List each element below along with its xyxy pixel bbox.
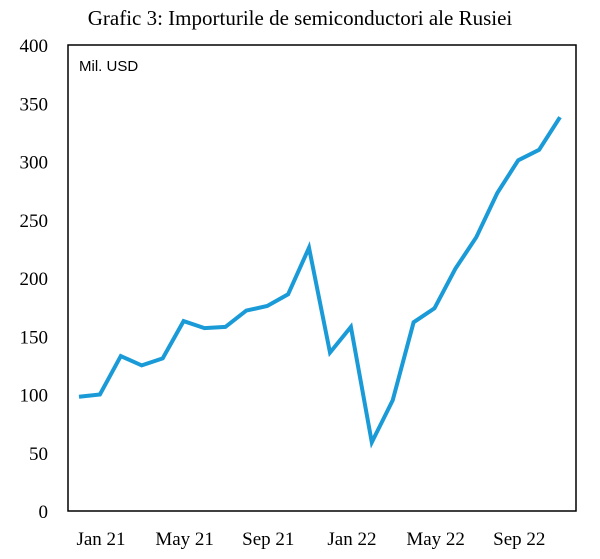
y-tick-label: 300 (20, 153, 49, 174)
x-axis: Jan 21 May 21 Sep 21 Jan 22 May 22 Sep 22 (76, 529, 545, 550)
y-tick-label: 400 (20, 36, 49, 57)
x-tick-label: Jan 22 (327, 529, 376, 550)
x-tick-label: Sep 22 (493, 529, 545, 550)
plot-area-frame (67, 44, 577, 512)
x-tick-label: Jan 21 (76, 529, 125, 550)
x-tick-label: May 22 (406, 529, 465, 550)
series-line (78, 116, 562, 449)
y-axis: 0 50 100 150 200 250 300 350 400 (20, 36, 49, 523)
y-tick-label: 200 (20, 269, 49, 290)
y-tick-label: 100 (20, 386, 49, 407)
y-tick-label: 150 (20, 327, 49, 348)
chart-title: Grafic 3: Importurile de semiconductori … (87, 6, 513, 30)
y-tick-label: 0 (39, 502, 49, 523)
x-tick-label: Sep 21 (242, 529, 294, 550)
y-tick-label: 250 (20, 211, 49, 232)
y-tick-label: 50 (29, 444, 48, 465)
series-layer (78, 116, 562, 449)
x-tick-label: May 21 (155, 529, 214, 550)
y-tick-label: 350 (20, 94, 49, 115)
unit-label: Mil. USD (79, 58, 138, 75)
